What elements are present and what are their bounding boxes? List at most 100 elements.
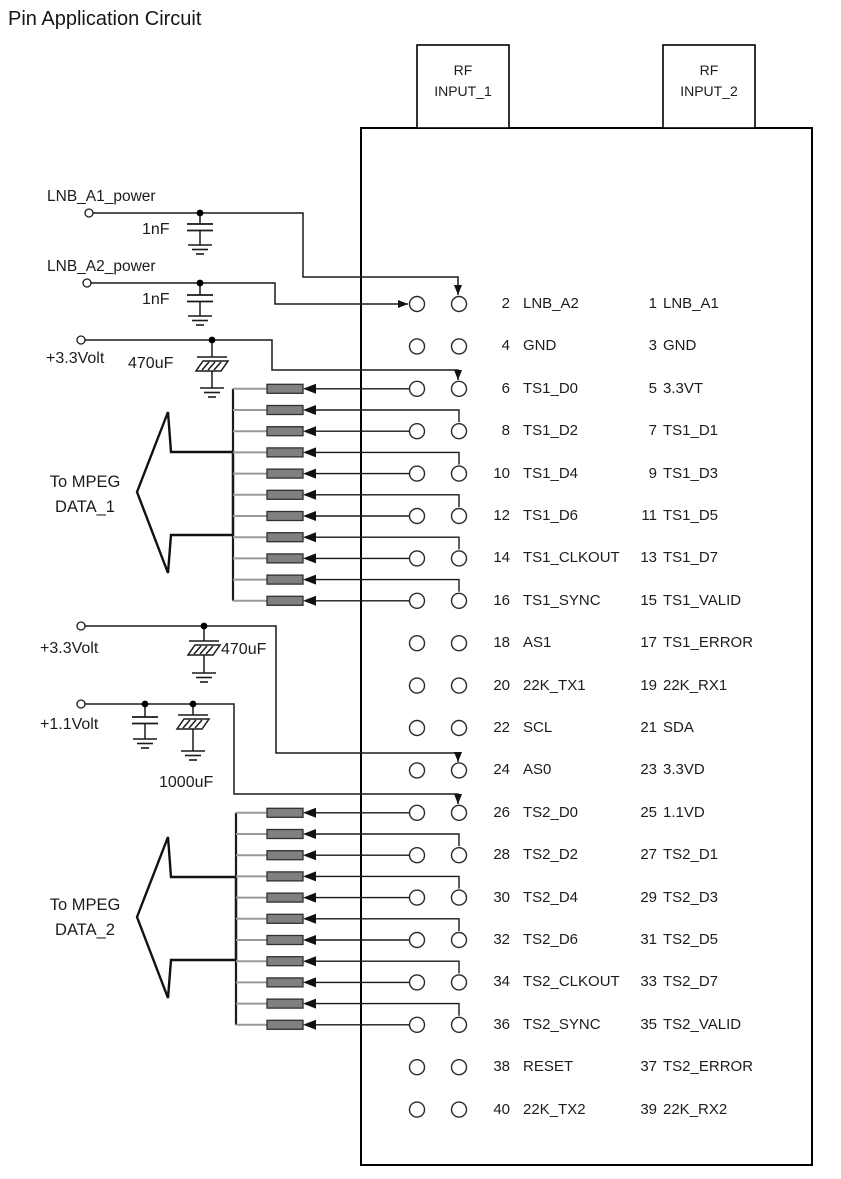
resistor <box>266 595 304 606</box>
pin-circle <box>450 931 468 949</box>
pin-number: 5 <box>648 379 657 397</box>
rf-input-2-line2: INPUT_2 <box>680 83 738 99</box>
rf-input-2-label: RF INPUT_2 <box>663 60 755 102</box>
mpeg-arrow-2-shape <box>135 836 238 999</box>
pin-number: 3 <box>648 337 657 355</box>
pin-name: TS2_D3 <box>663 888 719 906</box>
cap-470uf-mid-label: 470uF <box>221 641 267 658</box>
arrowhead-icon <box>303 595 316 606</box>
v11-label: +1.1Volt <box>40 716 99 733</box>
rf-input-2-line1: RF <box>699 62 719 78</box>
rf-input-1-line1: RF <box>453 62 473 78</box>
pin-circle <box>450 889 468 906</box>
resistor <box>266 828 304 840</box>
pin-circle <box>408 295 426 313</box>
pin-name: TS2_CLKOUT <box>523 973 620 991</box>
signal-wire <box>316 409 460 423</box>
rf-input-2-box <box>662 44 756 129</box>
pin-name: TS2_D7 <box>663 973 719 991</box>
pin-circle <box>408 338 426 355</box>
arrowhead-icon <box>303 405 316 415</box>
pin-name: TS1_VALID <box>663 591 742 609</box>
pin-name: RESET <box>523 1058 574 1076</box>
pin-name: GND <box>523 337 557 355</box>
pin-number: 2 <box>501 295 510 312</box>
pin-number: 1 <box>648 295 657 312</box>
arrowhead-icon <box>303 1019 316 1030</box>
resistor <box>266 532 304 543</box>
pin-name: TS2_ERROR <box>663 1058 754 1076</box>
ground-icon <box>199 387 225 398</box>
arrowhead-icon <box>303 892 316 903</box>
arrowhead-icon <box>303 871 316 882</box>
pin-name: TS1_D4 <box>523 464 579 482</box>
capacitor-470uf-mid <box>187 640 221 656</box>
pin-name: TS2_VALID <box>663 1015 742 1033</box>
pin-circle <box>408 974 426 991</box>
pin-number: 8 <box>501 422 510 440</box>
pin-circle <box>408 677 426 694</box>
arrowhead-icon <box>303 935 316 945</box>
resistor <box>266 404 304 416</box>
capacitor-470uf-top <box>195 356 229 372</box>
resistor <box>266 892 304 903</box>
terminal-lnb-a2 <box>82 278 92 288</box>
ground-icon <box>187 315 213 326</box>
pin-circle <box>408 550 426 567</box>
pin-circle <box>450 550 468 567</box>
rf-input-1-label: RF INPUT_1 <box>417 60 509 102</box>
pin-number: 17 <box>640 634 657 652</box>
arrowhead-icon <box>303 511 316 521</box>
ground-icon <box>132 738 158 749</box>
pin-number: 32 <box>493 931 510 948</box>
cap-470uf-top-label: 470uF <box>128 355 174 372</box>
signal-wire <box>316 494 460 507</box>
resistor <box>266 383 304 394</box>
pin-circle <box>408 635 426 652</box>
resistor <box>266 934 304 946</box>
pin-circle <box>450 465 468 482</box>
pin-number: 22 <box>493 719 510 736</box>
signal-wire <box>316 833 460 847</box>
pin-name: TS2_D5 <box>663 931 719 948</box>
pin-number: 14 <box>493 549 510 567</box>
mpeg-arrow-1-shape <box>135 411 235 574</box>
signal-wire <box>316 536 460 550</box>
pin-number: 24 <box>493 761 510 779</box>
pin-name: TS2_D4 <box>523 888 579 906</box>
pin-number: 4 <box>501 337 510 355</box>
arrowhead-icon <box>303 807 316 818</box>
pin-circle <box>450 1016 468 1034</box>
pin-number: 35 <box>640 1015 657 1033</box>
pin-name: SCL <box>523 719 553 736</box>
pin-number: 33 <box>640 973 657 991</box>
pin-number: 30 <box>493 888 510 906</box>
signal-wire <box>316 960 460 974</box>
pin-number: 18 <box>493 634 510 652</box>
pin-name: AS1 <box>523 634 552 652</box>
pin-number: 16 <box>493 591 510 609</box>
arrowhead-icon <box>303 998 316 1009</box>
resistor <box>266 871 304 882</box>
pin-name: 22K_RX1 <box>663 676 728 694</box>
pin-pads <box>408 295 468 1118</box>
cap-1000uf-label: 1000uF <box>159 774 214 791</box>
arrowhead-icon <box>303 468 316 479</box>
signal-wire <box>316 451 460 465</box>
pin-circle <box>408 465 426 482</box>
resistor-networks <box>231 383 460 1030</box>
pin-number: 20 <box>493 676 510 694</box>
capacitor-1000uf <box>176 714 210 730</box>
pin-number: 6 <box>501 379 510 397</box>
pin-number: 34 <box>493 973 510 991</box>
resistor <box>266 807 304 818</box>
capacitor-1nf-a1 <box>186 223 214 232</box>
pin-circle <box>450 1101 468 1118</box>
pin-circle <box>450 677 468 694</box>
arrowhead-icon <box>303 426 316 437</box>
pin-number: 9 <box>648 464 657 482</box>
pin-name: TS2_D1 <box>663 846 719 864</box>
pin-number: 38 <box>493 1058 510 1076</box>
resistor <box>266 998 304 1009</box>
